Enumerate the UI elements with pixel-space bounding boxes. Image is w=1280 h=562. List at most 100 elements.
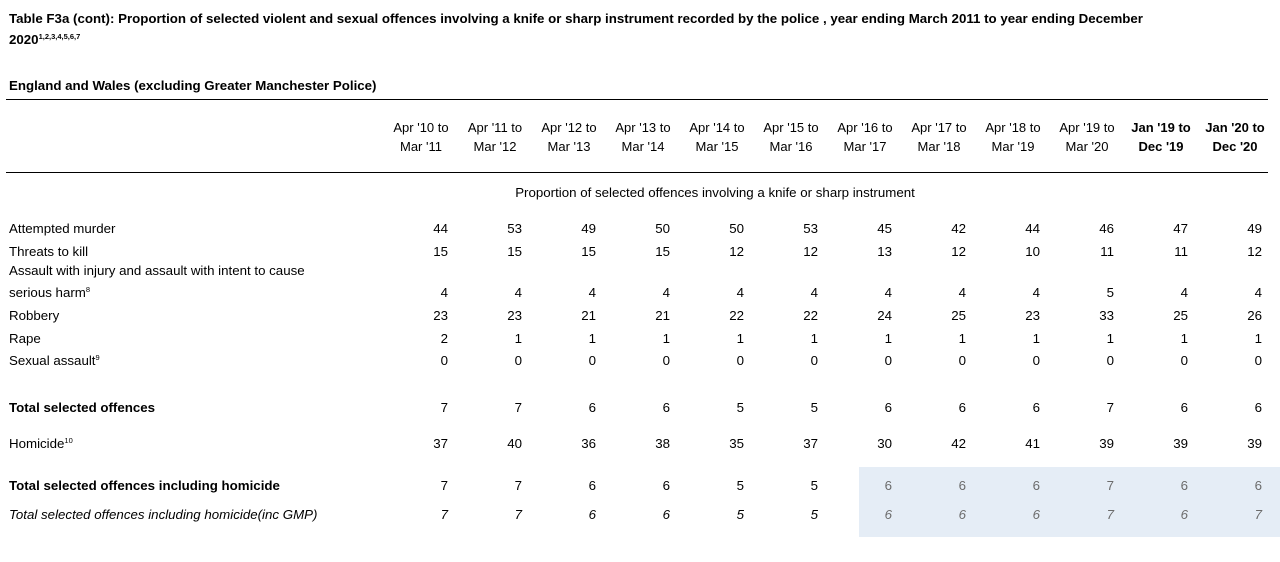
table-cell: 0 bbox=[462, 351, 522, 371]
table-cell: 1 bbox=[980, 329, 1040, 349]
table-cell: 7 bbox=[462, 398, 522, 418]
table-cell: 6 bbox=[980, 505, 1040, 525]
table-cell: 22 bbox=[758, 306, 818, 326]
table-cell: 0 bbox=[536, 351, 596, 371]
column-header: Apr '12 to Mar '13 bbox=[529, 118, 609, 156]
table-cell: 4 bbox=[1128, 283, 1188, 303]
column-header-line1: Apr '17 to bbox=[899, 118, 979, 137]
column-header-line2: Mar '12 bbox=[455, 137, 535, 156]
table-cell: 7 bbox=[388, 398, 448, 418]
table-cell: 4 bbox=[906, 283, 966, 303]
table-cell: 23 bbox=[388, 306, 448, 326]
table-cell: 42 bbox=[906, 219, 966, 239]
header-top-rule bbox=[6, 99, 1268, 100]
table-cell: 2 bbox=[388, 329, 448, 349]
table-cell: 4 bbox=[980, 283, 1040, 303]
table-cell: 45 bbox=[832, 219, 892, 239]
column-header-line2: Mar '15 bbox=[677, 137, 757, 156]
table-cell: 0 bbox=[980, 351, 1040, 371]
row-label-text: serious harm bbox=[9, 285, 86, 300]
column-header-line1: Jan '20 to bbox=[1195, 118, 1275, 137]
row-label: Sexual assault9 bbox=[9, 351, 100, 371]
table-cell: 6 bbox=[832, 505, 892, 525]
table-cell: 38 bbox=[610, 434, 670, 454]
table-cell: 6 bbox=[832, 476, 892, 496]
table-cell: 6 bbox=[1202, 476, 1262, 496]
table-cell: 5 bbox=[758, 505, 818, 525]
row-label-text: Robbery bbox=[9, 308, 59, 323]
table-cell: 6 bbox=[906, 398, 966, 418]
column-header-line2: Mar '11 bbox=[381, 137, 461, 156]
table-cell: 35 bbox=[684, 434, 744, 454]
row-label-text: Rape bbox=[9, 331, 41, 346]
table-cell: 49 bbox=[536, 219, 596, 239]
table-cell: 6 bbox=[1128, 476, 1188, 496]
row-label: Robbery bbox=[9, 306, 59, 326]
table-cell: 11 bbox=[1054, 242, 1114, 262]
row-footnote: 8 bbox=[86, 285, 90, 294]
table-cell: 4 bbox=[462, 283, 522, 303]
table-cell: 13 bbox=[832, 242, 892, 262]
table-cell: 6 bbox=[1128, 398, 1188, 418]
table-cell: 15 bbox=[536, 242, 596, 262]
table-cell: 1 bbox=[906, 329, 966, 349]
table-cell: 7 bbox=[1054, 476, 1114, 496]
column-header-line1: Apr '13 to bbox=[603, 118, 683, 137]
table-cell: 6 bbox=[536, 476, 596, 496]
table-cell: 23 bbox=[980, 306, 1040, 326]
table-cell: 0 bbox=[1128, 351, 1188, 371]
column-header-line1: Apr '18 to bbox=[973, 118, 1053, 137]
table-cell: 1 bbox=[832, 329, 892, 349]
table-cell: 7 bbox=[388, 505, 448, 525]
table-cell: 5 bbox=[1054, 283, 1114, 303]
table-cell: 12 bbox=[1202, 242, 1262, 262]
table-cell: 6 bbox=[906, 476, 966, 496]
row-label-text: Attempted murder bbox=[9, 221, 115, 236]
table-cell: 12 bbox=[684, 242, 744, 262]
table-row: Total selected offences including homici… bbox=[0, 505, 1280, 525]
column-header-line1: Apr '15 to bbox=[751, 118, 831, 137]
table-cell: 0 bbox=[388, 351, 448, 371]
table-cell: 7 bbox=[1202, 505, 1262, 525]
column-header: Apr '19 to Mar '20 bbox=[1047, 118, 1127, 156]
table-cell: 5 bbox=[758, 476, 818, 496]
table-cell: 1 bbox=[462, 329, 522, 349]
table-cell: 40 bbox=[462, 434, 522, 454]
table-cell: 1 bbox=[1202, 329, 1262, 349]
table-cell: 37 bbox=[758, 434, 818, 454]
table-cell: 5 bbox=[684, 398, 744, 418]
table-cell: 7 bbox=[1054, 505, 1114, 525]
table-cell: 1 bbox=[1128, 329, 1188, 349]
table-row: Threats to kill 15 15 15 15 12 12 13 12 10 11 11 12 bbox=[0, 242, 1280, 262]
table-cell: 41 bbox=[980, 434, 1040, 454]
table-cell: 22 bbox=[684, 306, 744, 326]
table-cell: 46 bbox=[1054, 219, 1114, 239]
table-cell: 4 bbox=[832, 283, 892, 303]
table-cell: 53 bbox=[758, 219, 818, 239]
column-header-line2: Dec '19 bbox=[1121, 137, 1201, 156]
title-footnotes: 1,2,3,4,5,6,7 bbox=[39, 32, 81, 41]
column-header: Apr '17 to Mar '18 bbox=[899, 118, 979, 156]
table-cell: 6 bbox=[610, 476, 670, 496]
table-cell: 0 bbox=[1054, 351, 1114, 371]
table-cell: 42 bbox=[906, 434, 966, 454]
table-row: Total selected offences 7 7 6 6 5 5 6 6 6 7 6 6 bbox=[0, 398, 1280, 418]
row-label-text: Total selected offences including homici… bbox=[9, 507, 317, 522]
column-header: Apr '15 to Mar '16 bbox=[751, 118, 831, 156]
column-header-line1: Apr '14 to bbox=[677, 118, 757, 137]
column-header-line2: Mar '20 bbox=[1047, 137, 1127, 156]
table-cell: 15 bbox=[610, 242, 670, 262]
table-cell: 37 bbox=[388, 434, 448, 454]
table-cell: 4 bbox=[1202, 283, 1262, 303]
table-cell: 25 bbox=[1128, 306, 1188, 326]
row-footnote: 10 bbox=[64, 436, 72, 445]
row-label: Total selected offences bbox=[9, 398, 155, 418]
table-cell: 5 bbox=[758, 398, 818, 418]
table-cell: 39 bbox=[1054, 434, 1114, 454]
table-cell: 15 bbox=[462, 242, 522, 262]
row-label-text: Homicide bbox=[9, 436, 64, 451]
row-label: Homicide10 bbox=[9, 434, 73, 454]
table-cell: 15 bbox=[388, 242, 448, 262]
row-label-text: Threats to kill bbox=[9, 244, 88, 259]
column-header: Apr '18 to Mar '19 bbox=[973, 118, 1053, 156]
